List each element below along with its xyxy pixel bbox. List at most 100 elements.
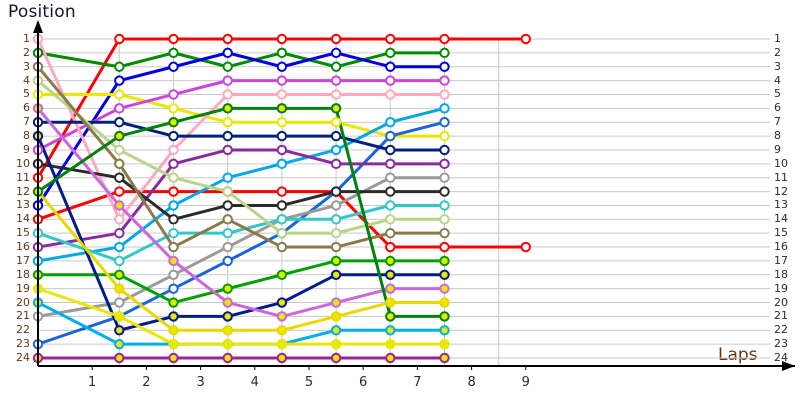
data-point-car-07 (439, 89, 450, 100)
y-tick-label-left-13: 13 (16, 198, 30, 212)
y-tick-label-right-12: 12 (774, 184, 788, 198)
y-tick-label-left-24: 24 (16, 351, 30, 364)
x-tick-label-6: 6 (359, 375, 368, 390)
data-point-car-18 (439, 269, 450, 280)
x-tick-label-2: 2 (142, 375, 151, 390)
data-point-car-11 (114, 227, 125, 239)
data-point-car-07 (168, 144, 179, 156)
y-tick-label-right-23: 23 (774, 337, 788, 351)
data-point-car-24 (222, 352, 233, 364)
y-tick-label-left-23: 23 (16, 337, 30, 351)
data-point-car-05 (439, 130, 450, 142)
series-line-car-04 (36, 51, 446, 207)
data-point-car-19 (168, 255, 179, 267)
data-point-car-11 (330, 158, 342, 170)
data-point-car-16 (385, 227, 396, 239)
data-point-car-13 (276, 200, 288, 211)
x-tick-label-5: 5 (304, 375, 314, 390)
data-point-car-19 (439, 283, 450, 294)
x-tick-label-8: 8 (467, 375, 476, 390)
x-tick-label-4: 4 (250, 375, 259, 390)
y-tick-label-right-2: 2 (774, 45, 781, 59)
series-line-car-21 (36, 106, 446, 318)
data-point-car-15 (439, 214, 450, 225)
y-tick-label-left-19: 19 (16, 281, 30, 295)
data-point-car-02 (276, 33, 288, 45)
data-point-car-23 (276, 338, 288, 350)
data-point-car-18 (114, 325, 125, 336)
y-tick-label-right-20: 20 (774, 295, 788, 309)
data-point-car-14 (439, 200, 450, 211)
series-line-car-11 (36, 148, 446, 249)
x-tick-label-9: 9 (521, 375, 530, 390)
data-point-car-22 (439, 325, 450, 336)
data-point-car-13 (168, 214, 179, 225)
data-point-car-22 (385, 325, 396, 336)
data-point-car-11 (222, 144, 233, 156)
data-point-car-21 (222, 103, 233, 114)
data-point-car-04 (385, 61, 396, 72)
series-line-car-06 (36, 79, 446, 152)
data-point-car-16 (168, 241, 179, 253)
data-point-car-20 (168, 325, 179, 336)
y-tick-label-left-21: 21 (16, 309, 30, 323)
series-line-car-17 (36, 259, 446, 305)
data-point-car-03 (114, 61, 125, 72)
data-point-car-08 (276, 158, 288, 170)
data-point-car-05 (330, 117, 342, 128)
data-point-car-23 (222, 338, 233, 350)
series-line-car-07 (36, 37, 446, 221)
y-tick-label-right-18: 18 (774, 267, 788, 281)
x-tick-label-7: 7 (413, 375, 422, 390)
data-point-car-04 (114, 75, 125, 86)
data-point-car-06 (114, 103, 125, 114)
data-point-car-03 (385, 47, 396, 59)
data-point-car-13 (330, 186, 342, 197)
series-line-car-23 (36, 287, 446, 346)
y-tick-label-right-24: 24 (774, 351, 788, 364)
data-point-car-06 (168, 89, 179, 100)
data-point-car-04 (439, 61, 450, 72)
data-point-car-10 (330, 130, 342, 142)
series-line-car-19 (36, 106, 446, 318)
data-point-car-21 (168, 117, 179, 128)
data-point-car-05 (168, 103, 179, 114)
data-point-car-21 (114, 130, 125, 142)
data-point-car-23 (385, 338, 396, 350)
data-point-car-21 (330, 103, 342, 114)
data-point-car-24 (385, 352, 396, 364)
y-tick-label-right-1: 1 (774, 32, 781, 45)
data-point-car-15 (222, 186, 233, 197)
data-point-car-06 (385, 75, 396, 86)
y-tick-label-left-2: 2 (23, 45, 30, 59)
y-tick-label-left-15: 15 (16, 226, 30, 240)
data-point-car-06 (439, 75, 450, 86)
data-point-car-12 (385, 172, 396, 183)
data-point-car-01 (385, 241, 396, 253)
y-tick-label-right-14: 14 (774, 212, 788, 226)
data-point-car-24 (276, 352, 288, 364)
series-line-car-16 (36, 65, 446, 249)
data-point-car-02 (520, 33, 531, 45)
y-tick-label-left-7: 7 (23, 115, 30, 129)
data-point-car-09 (439, 117, 450, 128)
y-tick-label-right-21: 21 (774, 309, 788, 323)
data-point-car-02 (439, 33, 450, 45)
data-point-car-05 (222, 117, 233, 128)
data-point-car-03 (439, 47, 450, 59)
y-tick-label-right-22: 22 (774, 323, 788, 337)
data-point-car-08 (114, 241, 125, 253)
data-point-car-18 (330, 269, 342, 280)
data-point-car-12 (330, 200, 342, 211)
data-point-car-04 (330, 47, 342, 59)
data-point-car-16 (222, 214, 233, 225)
x-tick-label-1: 1 (88, 375, 97, 390)
y-tick-label-right-9: 9 (774, 142, 781, 156)
data-point-car-19 (114, 200, 125, 211)
data-point-car-10 (168, 130, 179, 142)
y-tick-label-left-18: 18 (16, 267, 30, 281)
data-point-car-24 (439, 352, 450, 364)
data-point-car-23 (330, 338, 342, 350)
data-point-car-01 (439, 241, 450, 253)
